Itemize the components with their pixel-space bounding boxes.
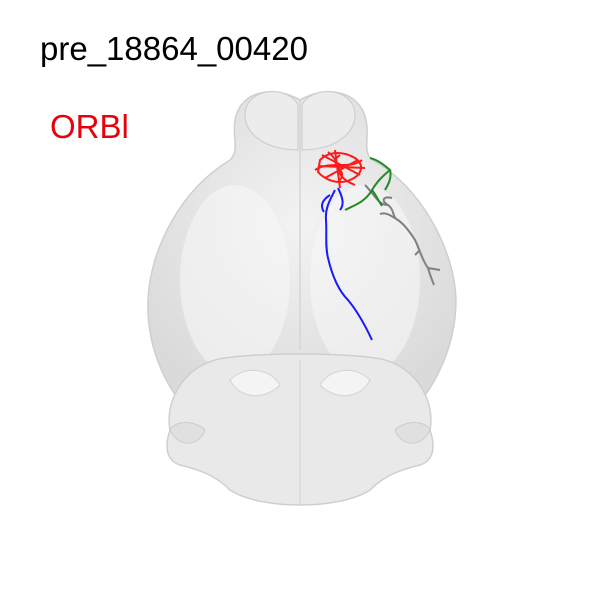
soma-tuft	[314, 149, 366, 189]
paraflocculus-right	[394, 422, 431, 444]
olfactory-bulb-right	[301, 91, 356, 151]
colliculus-right	[319, 369, 371, 397]
page-title: pre_18864_00420	[40, 30, 308, 67]
colliculus-left	[229, 369, 281, 397]
axon-green	[344, 157, 392, 211]
axon-blue	[321, 187, 373, 341]
right-hemisphere-shade	[310, 185, 420, 375]
olfactory-bulb-left	[244, 91, 299, 151]
paraflocculus-left	[169, 422, 206, 444]
axon-gray	[364, 184, 441, 286]
left-hemisphere-shade	[180, 185, 290, 375]
region-label: ORBl	[50, 108, 129, 145]
